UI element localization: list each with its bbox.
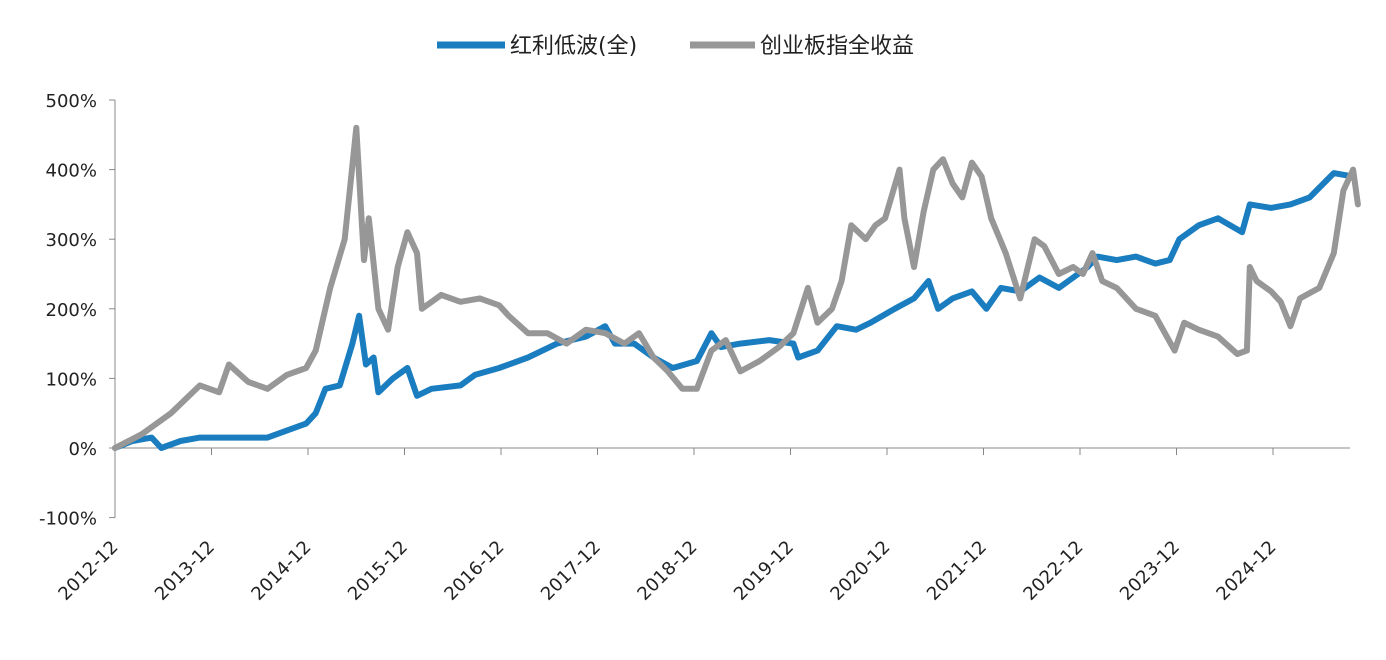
legend: 红利低波(全) 创业板指全收益 — [437, 34, 914, 59]
y-tick-label: 300% — [46, 230, 97, 251]
y-tick-label: 500% — [46, 91, 97, 112]
x-tick-label: 2016-12 — [440, 537, 508, 605]
series-line-2 — [112, 124, 1361, 451]
x-tick-label: 2019-12 — [730, 537, 798, 605]
x-tick-label: 2015-12 — [344, 537, 412, 605]
legend-label-series-2: 创业板指全收益 — [760, 34, 914, 59]
y-tick-label: 200% — [46, 300, 97, 321]
x-tick-label: 2021-12 — [923, 537, 991, 605]
x-tick-label: 2022-12 — [1019, 537, 1087, 605]
x-tick-label: 2020-12 — [826, 537, 894, 605]
y-tick-label: 400% — [46, 161, 97, 182]
y-tick-label: 0% — [68, 439, 97, 460]
x-tick-label: 2017-12 — [537, 537, 605, 605]
x-tick-label: 2012-12 — [54, 537, 122, 605]
legend-label-series-1: 红利低波(全) — [510, 34, 637, 59]
y-tick-label: -100% — [39, 509, 97, 530]
x-tick-label: 2013-12 — [151, 537, 219, 605]
x-tick-label: 2024-12 — [1212, 537, 1280, 605]
series-line-1 — [112, 170, 1357, 451]
y-tick-label: 100% — [46, 369, 97, 390]
x-tick-label: 2023-12 — [1116, 537, 1184, 605]
x-tick-label: 2014-12 — [247, 537, 315, 605]
x-tick-label: 2018-12 — [633, 537, 701, 605]
